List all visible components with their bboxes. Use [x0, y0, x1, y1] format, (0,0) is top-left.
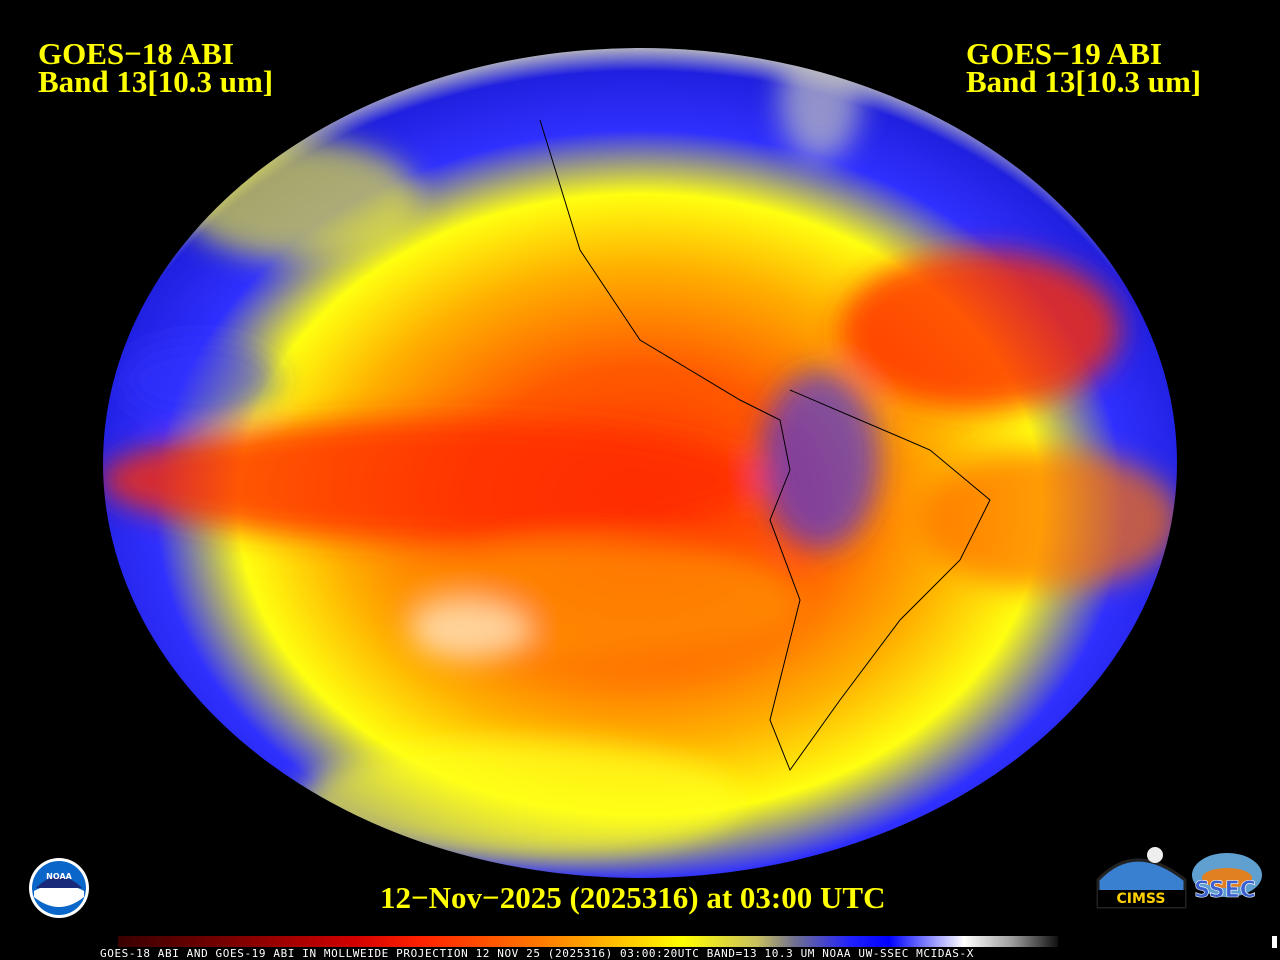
satellite-name: GOES−19 ABI [966, 36, 1162, 71]
cimss-ssec-logo: CIMSS SSEC [1096, 847, 1262, 909]
svg-text:NOAA: NOAA [46, 872, 72, 881]
right-satellite-label: GOES−19 ABI Band 13[10.3 um] [966, 36, 1202, 99]
coastline [539, 119, 991, 772]
noaa-logo: NOAA [29, 858, 89, 918]
satellite-name: GOES−18 ABI [38, 36, 234, 71]
footer-caption: GOES-18 ABI AND GOES-19 ABI IN MOLLWEIDE… [100, 947, 974, 960]
temperature-colorbar [118, 936, 1058, 947]
svg-text:SSEC: SSEC [1194, 878, 1256, 903]
band-label: Band 13[10.3 um] [38, 64, 274, 99]
colorbar-marker [1272, 936, 1277, 948]
svg-text:CIMSS: CIMSS [1117, 891, 1166, 907]
band-label: Band 13[10.3 um] [966, 64, 1202, 99]
timestamp: 12−Nov−2025 (2025316) at 03:00 UTC [380, 880, 886, 915]
left-satellite-label: GOES−18 ABI Band 13[10.3 um] [38, 36, 274, 99]
